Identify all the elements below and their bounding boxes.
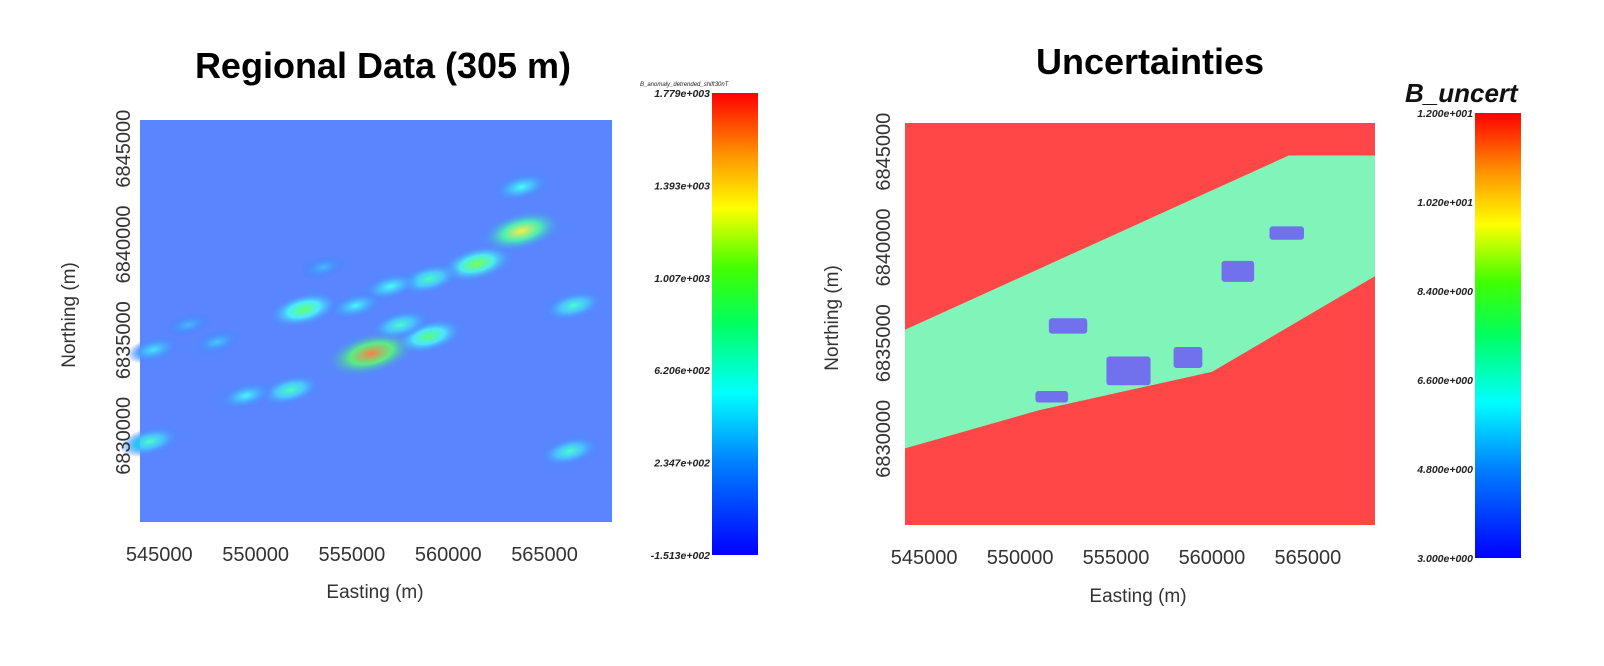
y-tick-label: 6835000: [113, 301, 135, 379]
colorbar-tick-label: 3.000e+000: [1417, 553, 1473, 565]
x-tick-label: 545000: [891, 547, 958, 569]
colorbar-tick-label: 1.020e+001: [1417, 197, 1473, 209]
colorbar-gradient: [712, 93, 758, 555]
colorbar-tick-label: 1.393e+003: [654, 180, 710, 192]
colorbar-tick-label: 1.779e+003: [654, 88, 710, 100]
x-tick-label: 550000: [222, 544, 289, 566]
y-tick-label: 6835000: [873, 304, 895, 382]
chart-title: Regional Data (305 m): [195, 45, 571, 86]
x-tick-label: 565000: [511, 544, 578, 566]
y-tick-label: 6845000: [113, 110, 135, 188]
colorbar-tick-label: 4.800e+000: [1416, 464, 1473, 476]
colorbar-tick-label: 6.600e+000: [1417, 375, 1473, 387]
colorbar-title: B_anomaly_detrended_shift30nT: [640, 82, 730, 88]
y-tick-label: 6830000: [873, 400, 895, 478]
colorbar-tick-label: 6.206e+002: [654, 365, 710, 377]
x-tick-label: 565000: [1274, 547, 1341, 569]
x-tick-label: 545000: [126, 544, 193, 566]
colorbar-gradient: [1475, 113, 1521, 558]
x-tick-labels: 545000 550000 555000 560000 565000: [126, 544, 578, 566]
point-grid-overlay: [140, 120, 612, 522]
panel-uncertainties: Uncertainties 545000 550000 555000 560000 56…: [822, 41, 1521, 607]
x-tick-label: 560000: [415, 544, 482, 566]
colorbar-tick-label: 2.347e+002: [653, 458, 710, 470]
colorbar-tick-label: 1.200e+001: [1417, 108, 1473, 120]
colorbar-tick-label: -1.513e+002: [651, 550, 710, 562]
plot-area: [119, 120, 612, 522]
y-axis-label: Northing (m): [822, 265, 843, 371]
y-tick-label: 6840000: [873, 208, 895, 286]
point-grid-overlay: [905, 123, 1375, 525]
x-tick-label: 550000: [987, 547, 1054, 569]
x-tick-label: 555000: [319, 544, 386, 566]
colorbar-title: B_uncert: [1405, 78, 1519, 108]
colorbar: B_anomaly_detrended_shift30nT 1.779e+003…: [640, 82, 758, 562]
y-tick-labels: 6830000 6835000 6840000 6845000: [113, 110, 135, 475]
x-axis-label: Easting (m): [1089, 586, 1186, 607]
panel-regional-data: Regional Data (305 m) 545000 550000 555000…: [59, 45, 758, 603]
colorbar-tick-labels: 1.200e+001 1.020e+001 8.400e+000 6.600e+000…: [1416, 108, 1473, 565]
x-tick-label: 560000: [1179, 547, 1246, 569]
chart-title: Uncertainties: [1036, 41, 1264, 82]
x-tick-label: 555000: [1083, 547, 1150, 569]
y-axis-label: Northing (m): [59, 262, 80, 368]
y-tick-label: 6845000: [873, 113, 895, 191]
x-axis-label: Easting (m): [326, 582, 423, 603]
y-tick-labels: 6830000 6835000 6840000 6845000: [873, 113, 895, 478]
plot-area: [905, 123, 1375, 525]
colorbar: B_uncert 1.200e+001 1.020e+001 8.400e+000 6…: [1405, 78, 1521, 565]
colorbar-tick-label: 8.400e+000: [1417, 286, 1473, 298]
colorbar-tick-labels: 1.779e+003 1.393e+003 1.007e+003 6.206e+002…: [651, 88, 710, 562]
colorbar-tick-label: 1.007e+003: [654, 273, 710, 285]
y-tick-label: 6840000: [113, 205, 135, 283]
y-tick-label: 6830000: [113, 397, 135, 475]
x-tick-labels: 545000 550000 555000 560000 565000: [891, 547, 1341, 569]
